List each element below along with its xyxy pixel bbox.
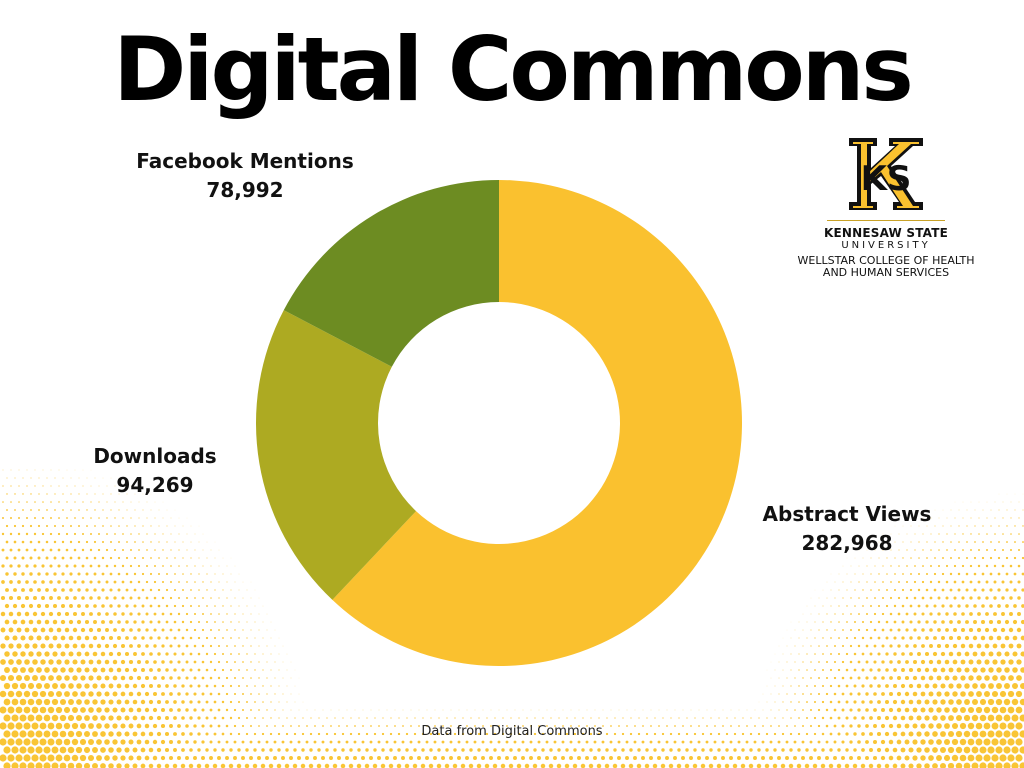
university-subtitle: UNIVERSITY [841,240,931,251]
svg-text:KS: KS [861,159,912,199]
slice-label-value: 94,269 [116,473,194,497]
ks-logo-icon: KS [843,132,929,216]
slice-label-value: 78,992 [206,178,284,202]
logo-divider [827,220,945,221]
slice-label-name: Downloads [93,444,217,468]
slice-label-name: Abstract Views [762,502,932,526]
donut-slice-facebook-mentions [283,180,499,367]
donut-slice-abstract-views [332,180,742,666]
slice-label-value: 282,968 [801,531,893,555]
source-note: Data from Digital Commons [421,724,603,739]
university-logo: KS KENNESAW STATE UNIVERSITY WELLSTAR CO… [786,132,986,279]
slice-label-name: Facebook Mentions [136,149,354,173]
slice-label-downloads: Downloads 94,269 [55,442,255,500]
slice-label-abstract-views: Abstract Views 282,968 [747,500,947,558]
page-title: Digital Commons [113,18,914,121]
college-name-line2: AND HUMAN SERVICES [822,266,950,279]
college-name-line1: WELLSTAR COLLEGE OF HEALTH [797,254,975,267]
slice-label-facebook-mentions: Facebook Mentions 78,992 [120,147,370,205]
university-name: KENNESAW STATE [823,226,949,240]
donut-slice-downloads [256,310,417,600]
